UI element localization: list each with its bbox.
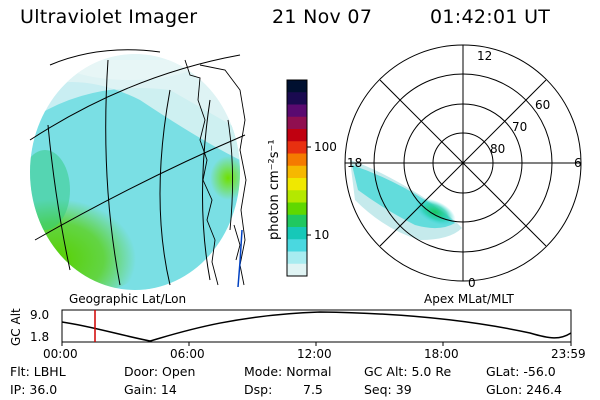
colorbar-cell — [287, 239, 307, 252]
time-label: 01:42:01 UT — [430, 6, 551, 28]
colorbar-cell — [287, 165, 307, 179]
colorbar-cell — [287, 116, 307, 130]
mlt-label-12: 12 — [477, 49, 492, 63]
instrument-title: Ultraviolet Imager — [20, 6, 198, 28]
colorbar-cell — [287, 92, 307, 105]
time-tick-0000: 00:00 — [43, 347, 78, 361]
apex-caption: Apex MLat/MLT — [424, 292, 514, 306]
colorbar-cell — [287, 80, 307, 93]
door-status: Door: Open — [124, 364, 196, 379]
terminator-line — [237, 229, 243, 288]
altitude-ymin: 1.8 — [30, 330, 49, 344]
mlat-label-60: 60 — [535, 98, 550, 112]
altitude-curve — [61, 311, 572, 342]
altitude-plot — [61, 309, 572, 346]
mlat-label-80: 80 — [490, 142, 505, 156]
dsp-value: 7.5 — [303, 382, 323, 397]
gain-value: Gain: 14 — [124, 382, 177, 397]
colorbar-cell — [287, 251, 307, 265]
altitude-ymax: 9.0 — [30, 308, 49, 322]
colorbar-tick-10: 10 — [314, 228, 329, 242]
mlt-label-6: 6 — [574, 156, 582, 170]
mlt-label-18: 18 — [347, 156, 362, 170]
colorbar — [286, 79, 311, 277]
time-tick-1200: 12:00 — [297, 347, 332, 361]
mlt-label-0: 0 — [468, 276, 476, 290]
time-tick-0600: 06:00 — [170, 347, 205, 361]
colorbar-cell — [287, 190, 307, 203]
polar-image — [344, 44, 582, 282]
date-label: 21 Nov 07 — [272, 6, 373, 28]
colorbar-cell — [287, 178, 307, 191]
map-grid-lines — [29, 49, 246, 286]
time-tick-1800: 18:00 — [424, 347, 459, 361]
colorbar-cell — [287, 263, 307, 277]
mode-status: Mode: Normal — [244, 364, 332, 379]
colorbar-cell — [287, 153, 307, 167]
dsp-label: Dsp: — [244, 382, 273, 397]
seq-value: Seq: 39 — [364, 382, 412, 397]
colorbar-cell — [287, 104, 307, 118]
ip-value: IP: 36.0 — [10, 382, 58, 397]
colorbar-cell — [287, 129, 307, 142]
glon-value: GLon: 246.4 — [486, 382, 562, 397]
colorbar-unit: photon cm⁻²s⁻¹ — [267, 139, 282, 240]
colorbar-cell — [287, 227, 307, 240]
geographic-caption-label: Geographic Lat/Lon — [69, 292, 187, 306]
colorbar-cell — [287, 141, 307, 154]
colorbar-cell — [287, 214, 307, 228]
time-tick-2359: 23:59 — [551, 347, 586, 361]
geographic-image — [29, 49, 247, 290]
mlat-label-70: 70 — [512, 120, 527, 134]
colorbar-tick-100: 100 — [314, 140, 337, 154]
glat-value: GLat: -56.0 — [486, 364, 556, 379]
altitude-ylabel: GC Alt — [9, 308, 23, 346]
flt-filter: Flt: LBHL — [10, 364, 66, 379]
coastlines — [184, 59, 247, 286]
colorbar-cell — [287, 202, 307, 216]
gc-alt-value: GC Alt: 5.0 Re — [364, 364, 452, 379]
